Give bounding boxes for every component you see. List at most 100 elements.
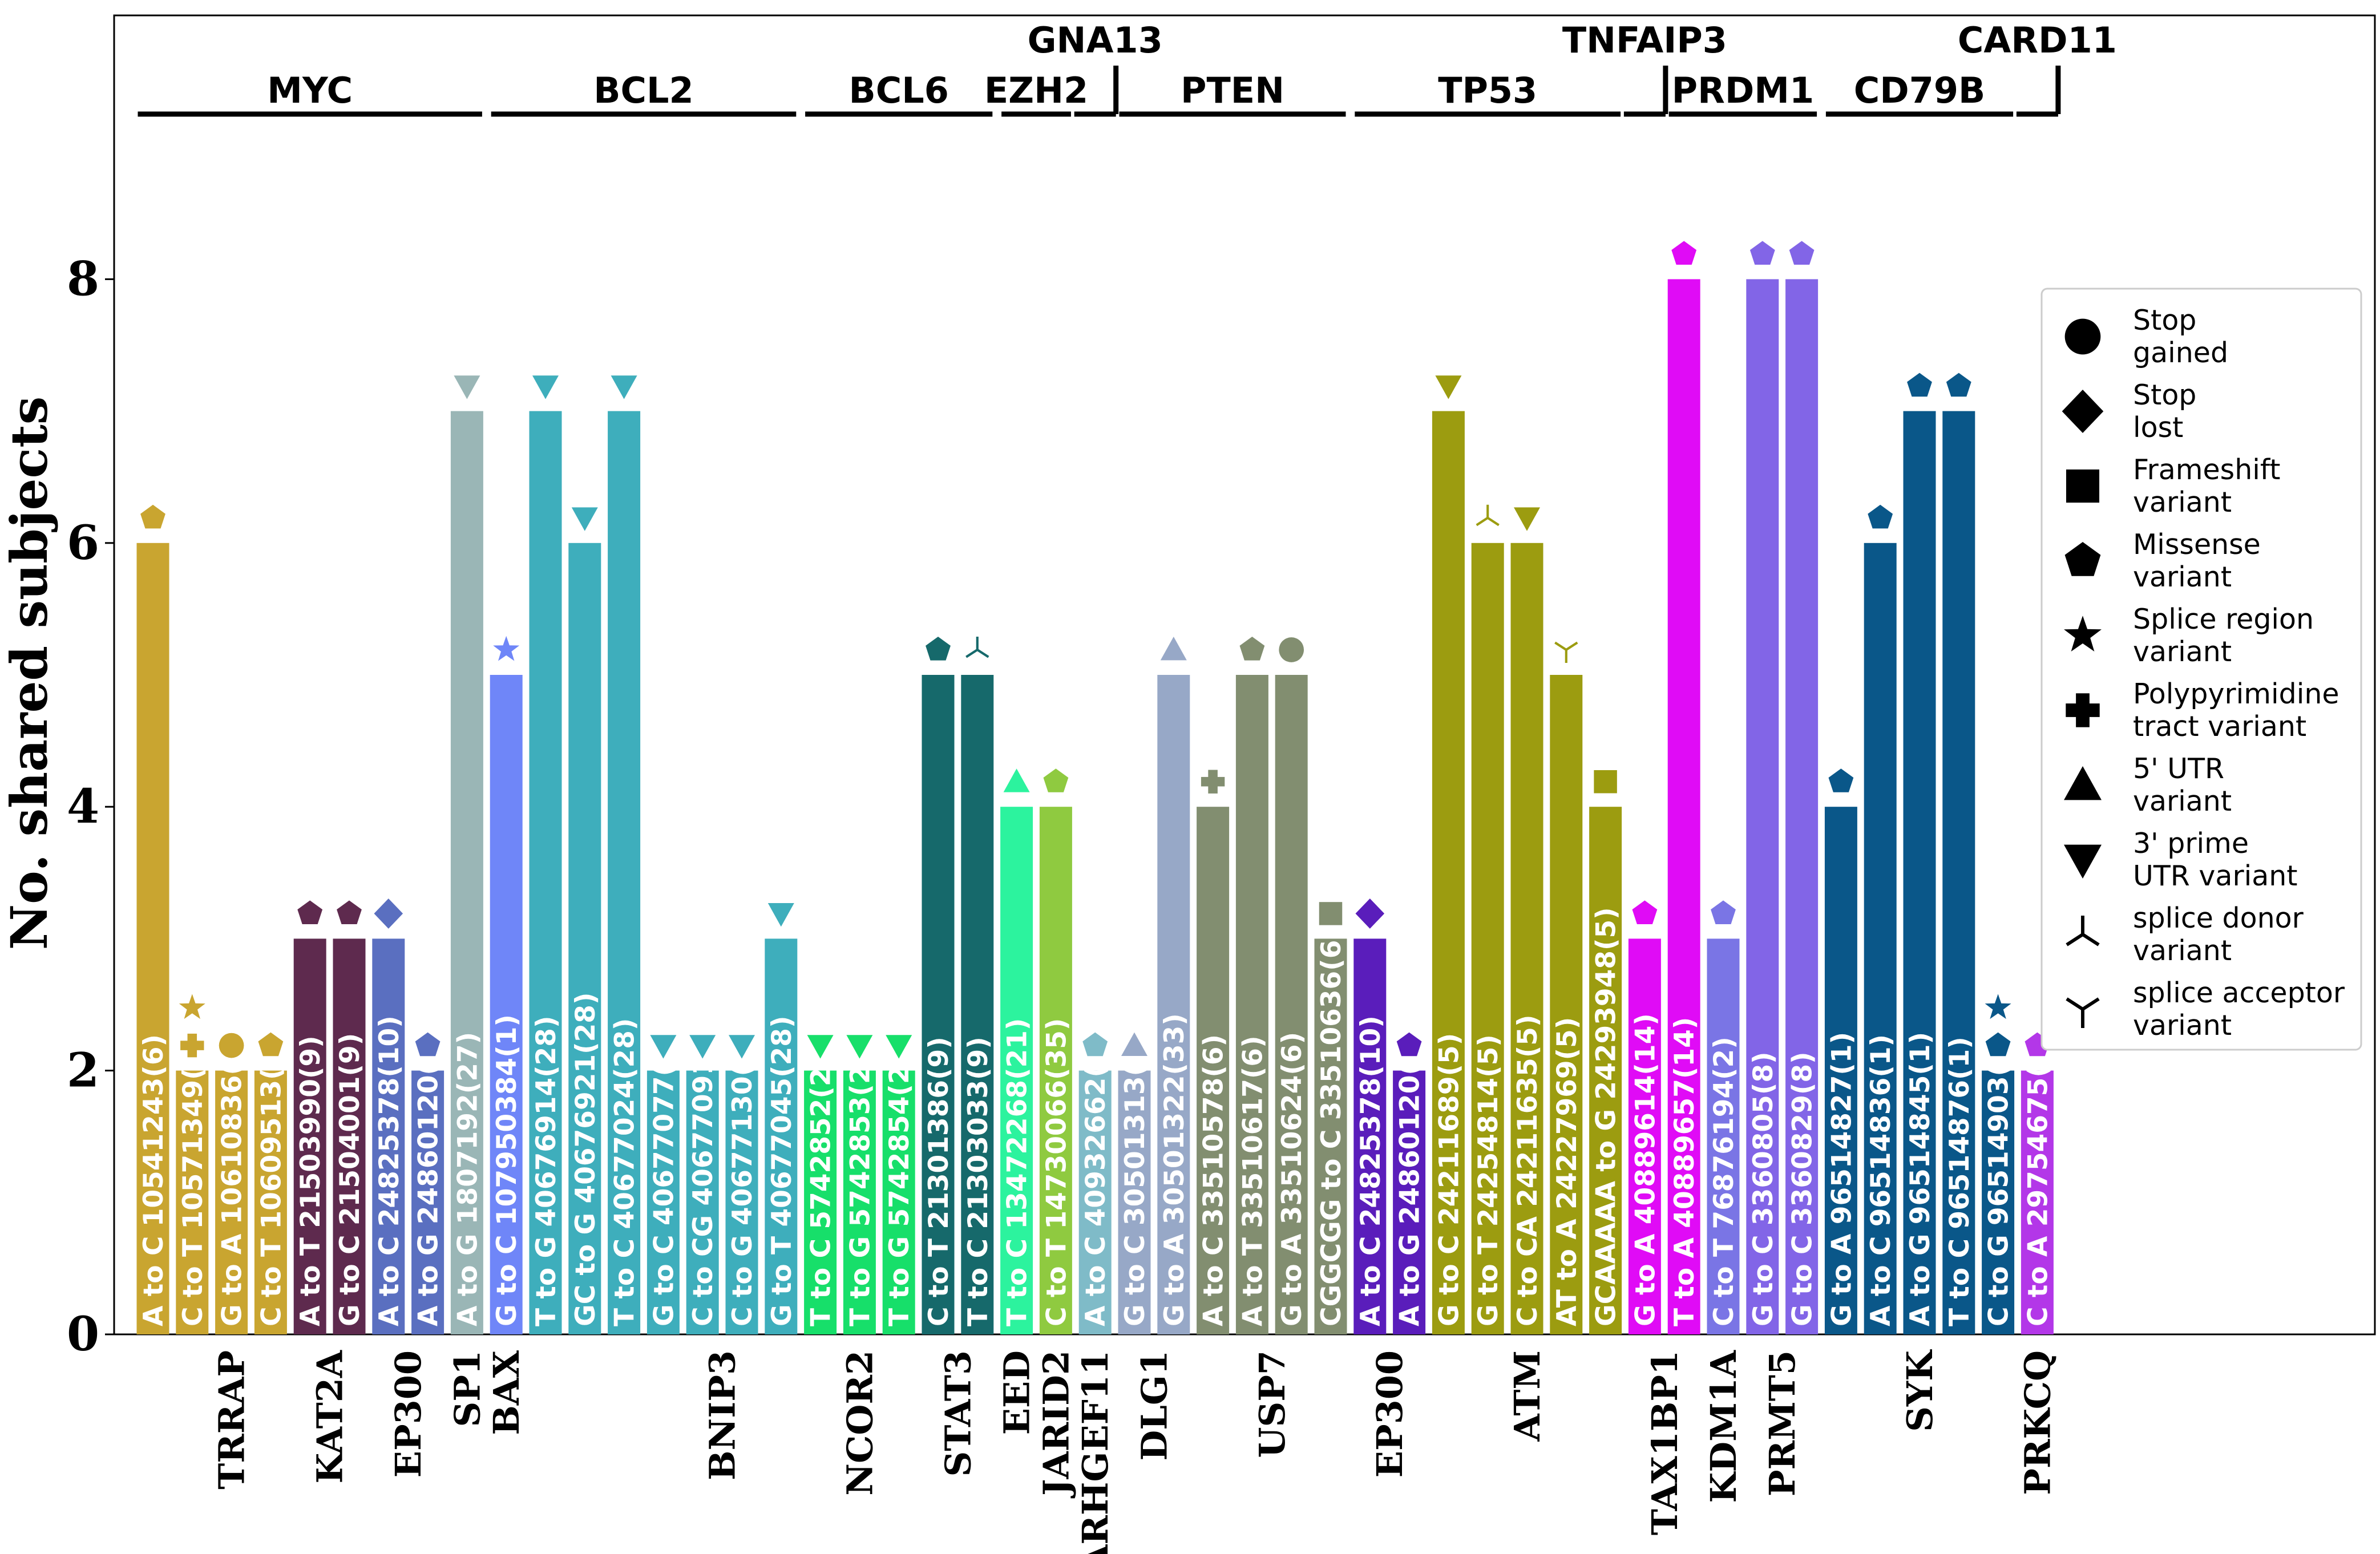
bar xyxy=(843,1070,876,1334)
legend-label: Splice region xyxy=(2133,603,2314,636)
bar-marker xyxy=(1239,637,1265,661)
bar xyxy=(254,1070,287,1334)
bar-label: A to C 24825378(10) xyxy=(1355,1015,1387,1326)
bar-label: G to A 40889614(14) xyxy=(1630,1013,1661,1326)
gene-label: SP1 xyxy=(446,1350,488,1427)
bar-label: GC to G 40676921(28) xyxy=(570,993,601,1326)
bar-label: C to T 10609513(6) xyxy=(256,1037,287,1326)
bar xyxy=(1589,807,1622,1334)
bar-label: T to G 5742853(26) xyxy=(844,1034,876,1326)
bar-label: AT to A 24227969(5) xyxy=(1551,1017,1583,1326)
bar-marker xyxy=(1319,902,1343,925)
legend-box xyxy=(2040,288,2362,1051)
bar xyxy=(804,1070,837,1334)
bar xyxy=(1235,675,1268,1334)
group-label: MYC xyxy=(267,70,353,111)
bar-marker xyxy=(571,507,598,531)
bar xyxy=(1982,1070,2015,1334)
bar-label: G to A 30501322(33) xyxy=(1159,1013,1190,1326)
bar-marker xyxy=(689,1035,716,1059)
bar xyxy=(136,543,169,1334)
bar xyxy=(646,1070,680,1334)
bar-label: T to C 40677024(28) xyxy=(609,1018,641,1326)
bar-marker xyxy=(1907,373,1932,397)
bar xyxy=(176,1070,209,1334)
bar-marker xyxy=(1671,241,1697,265)
gene-label: SYK xyxy=(1899,1349,1941,1432)
bar-marker xyxy=(1711,900,1736,924)
bar xyxy=(333,938,366,1334)
legend-label: variant xyxy=(2133,1009,2232,1042)
bar xyxy=(922,675,955,1334)
bar-marker-secondary xyxy=(1985,994,2011,1019)
bar-label: A to C 96514836(1) xyxy=(1865,1034,1897,1326)
bar xyxy=(1707,938,1740,1334)
legend-circle-icon xyxy=(2064,318,2101,355)
bar-marker xyxy=(493,636,520,661)
bar-marker xyxy=(1043,768,1069,792)
legend-label: splice acceptor xyxy=(2133,977,2345,1009)
group-label: PTEN xyxy=(1181,70,1284,111)
bar xyxy=(1824,807,1857,1334)
legend-label: Missense xyxy=(2133,528,2261,561)
bar-marker xyxy=(1160,637,1187,661)
bar xyxy=(568,543,601,1334)
group-label: GNA13 xyxy=(1028,19,1163,61)
group-label: TNFAIP3 xyxy=(1562,19,1727,61)
legend-pentagon-icon xyxy=(2064,542,2101,576)
bar-marker xyxy=(1632,900,1658,924)
legend-splice_donor-icon xyxy=(2066,916,2100,946)
gene-label: ARHGEF11 xyxy=(1074,1350,1116,1554)
bar-label: G to T 40677045(28) xyxy=(766,1016,798,1326)
bar-marker xyxy=(650,1035,677,1059)
bar xyxy=(1746,279,1779,1334)
y-tick-label: 2 xyxy=(67,1043,99,1098)
y-axis-label: No. shared subjects xyxy=(0,396,59,950)
bar-marker xyxy=(1749,241,1775,265)
bar xyxy=(1903,411,1936,1334)
bar-marker xyxy=(1396,1032,1422,1057)
legend-label: splice donor xyxy=(2133,902,2304,934)
bar xyxy=(411,1070,445,1334)
legend-label: UTR variant xyxy=(2133,860,2298,892)
bar-marker xyxy=(846,1035,873,1059)
bar-label: T to G 5742854(26) xyxy=(884,1034,915,1326)
gene-label: JARID2 xyxy=(1035,1350,1077,1499)
bar xyxy=(1942,411,1975,1334)
bar-marker xyxy=(1121,1032,1147,1056)
legend-label: variant xyxy=(2133,561,2232,593)
bar-label: C to G 40677130(28) xyxy=(727,1014,758,1326)
bar xyxy=(1550,675,1583,1334)
bar-marker xyxy=(886,1035,912,1059)
legend-label: variant xyxy=(2133,636,2232,668)
bar-marker xyxy=(532,375,559,399)
bar-marker xyxy=(140,504,165,529)
bar-marker xyxy=(807,1035,834,1059)
group-label: BCL2 xyxy=(593,70,693,111)
legend-label: Stop xyxy=(2133,379,2196,411)
bar-label: GCAAAAA to G 24293948(5) xyxy=(1591,907,1622,1326)
bar-label: C to A 29754675(2) xyxy=(2022,1034,2054,1326)
bar-marker xyxy=(1946,373,1971,397)
gene-label: EP300 xyxy=(1369,1350,1411,1478)
bar-label: A to C 10541243(6) xyxy=(138,1034,169,1326)
bar-marker xyxy=(297,900,323,924)
gene-label: TAX1BP1 xyxy=(1644,1350,1686,1535)
bar-marker xyxy=(611,375,637,399)
bar-marker xyxy=(1476,504,1500,527)
group-label: BCL6 xyxy=(848,70,948,111)
bar-label: A to T 21503990(9) xyxy=(295,1035,326,1326)
bar xyxy=(882,1070,915,1334)
y-tick-label: 6 xyxy=(67,516,99,570)
bar-marker xyxy=(1868,504,1893,529)
bar-marker xyxy=(1554,641,1578,663)
y-tick-label: 4 xyxy=(67,779,99,834)
bar-label: G to A 96514827(1) xyxy=(1826,1032,1857,1326)
bar-label: G to C 107950384(1) xyxy=(491,1014,523,1326)
bar-label: C to T 14730066(35) xyxy=(1041,1018,1072,1326)
bar-label: G to C 3360829(8) xyxy=(1787,1052,1819,1327)
bar xyxy=(1000,807,1033,1334)
legend-plus-icon xyxy=(2066,693,2100,727)
bar-marker xyxy=(1789,241,1815,265)
